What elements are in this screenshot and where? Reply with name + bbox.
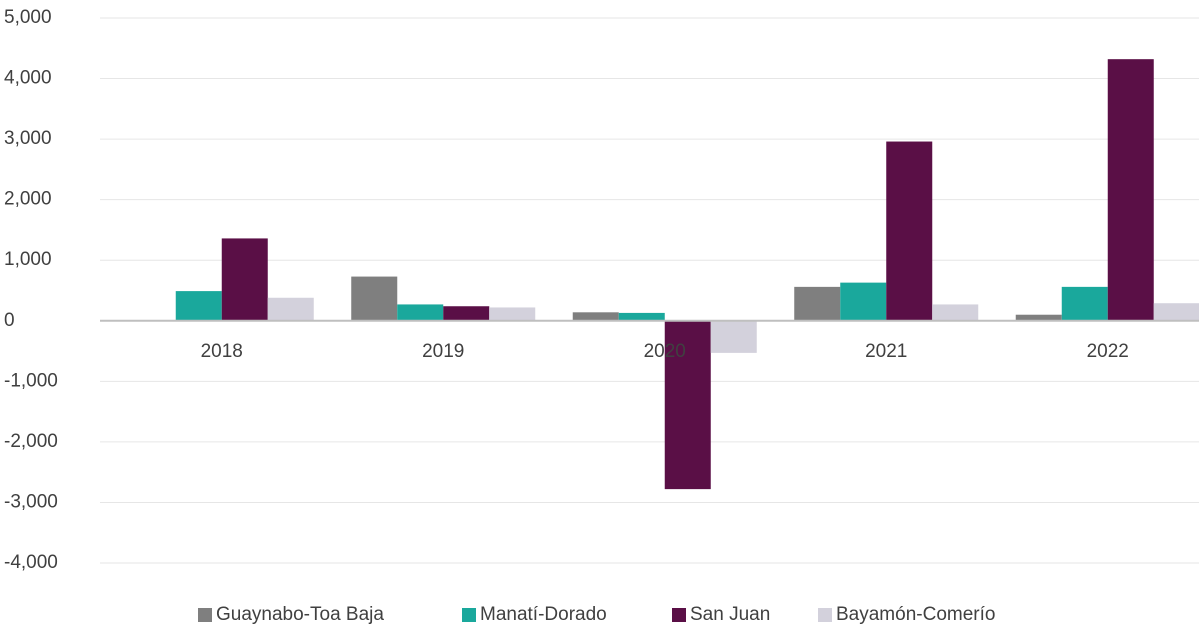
y-tick-label: 4,000	[4, 68, 52, 89]
bar	[1015, 314, 1062, 321]
bar	[886, 141, 933, 321]
bar	[351, 276, 398, 321]
legend-label: Manatí-Dorado	[480, 604, 607, 625]
x-tick-label: 2022	[1087, 341, 1129, 362]
bar	[1153, 303, 1199, 321]
bar	[443, 306, 490, 321]
bar	[664, 320, 711, 490]
x-tick-label: 2020	[644, 341, 686, 362]
x-tick-label: 2019	[422, 341, 464, 362]
legend-label: Guaynabo-Toa Baja	[216, 604, 384, 625]
bar	[840, 282, 887, 321]
bar	[221, 238, 268, 321]
y-tick-label: 2,000	[4, 189, 52, 210]
bar	[932, 304, 979, 321]
legend-label: Bayamón-Comerío	[836, 604, 995, 625]
bar	[710, 320, 757, 353]
x-tick-label: 2021	[865, 341, 907, 362]
y-tick-label: 3,000	[4, 128, 52, 149]
bar	[794, 286, 841, 321]
legend-swatch	[462, 608, 476, 622]
legend-label: San Juan	[690, 604, 770, 625]
y-tick-label: 0	[4, 310, 15, 331]
x-tick-label: 2018	[201, 341, 243, 362]
bar	[1107, 59, 1154, 321]
bar	[489, 307, 536, 321]
bar	[397, 304, 444, 321]
bar	[175, 291, 222, 321]
y-tick-label: -4,000	[4, 552, 58, 573]
y-tick-label: -1,000	[4, 370, 58, 391]
legend-swatch	[818, 608, 832, 622]
legend-swatch	[198, 608, 212, 622]
bar	[267, 297, 314, 321]
y-tick-label: 1,000	[4, 249, 52, 270]
y-tick-label: -2,000	[4, 431, 58, 452]
bar	[618, 312, 665, 321]
bar	[1061, 286, 1108, 321]
legend-swatch	[672, 608, 686, 622]
y-tick-label: -3,000	[4, 491, 58, 512]
bar	[572, 312, 619, 321]
y-tick-label: 5,000	[4, 7, 52, 28]
